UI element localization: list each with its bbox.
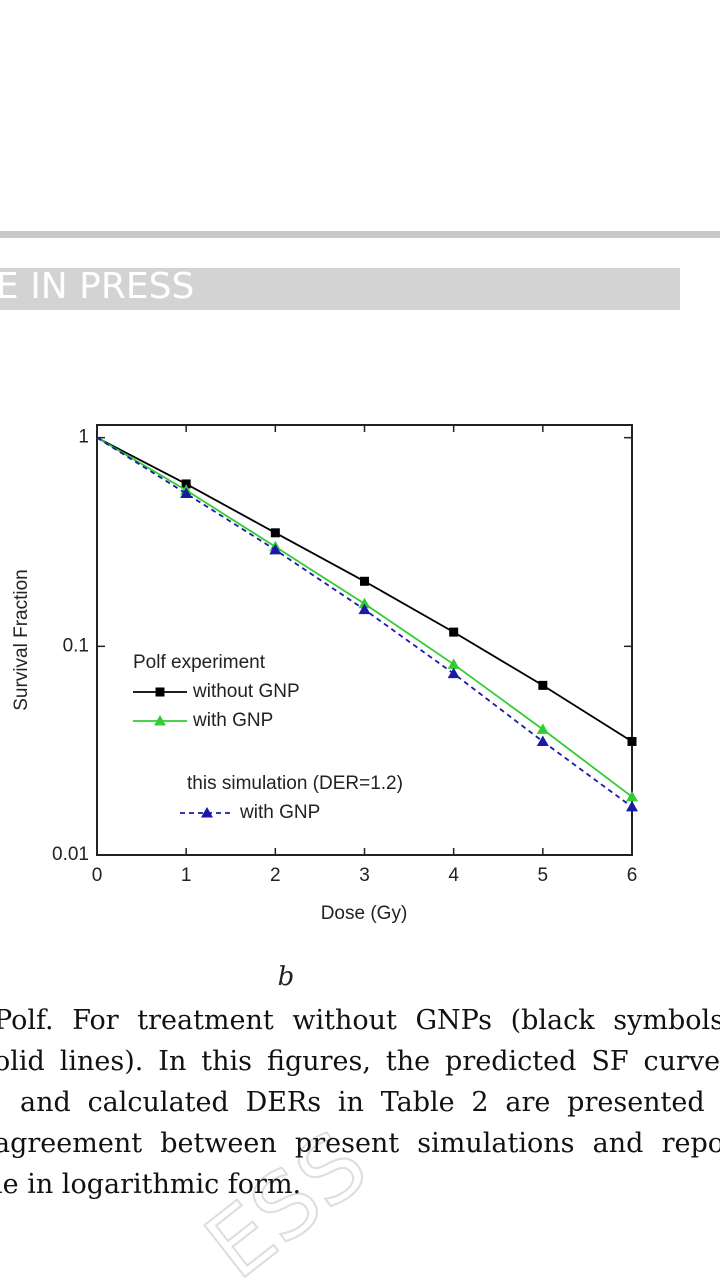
legend-label: without GNP: [192, 681, 300, 702]
series-line: [96, 436, 633, 743]
marker: [270, 528, 280, 538]
series-line: [96, 436, 633, 808]
marker: [358, 597, 371, 609]
legend-label: with GNP: [239, 802, 320, 823]
marker: [626, 790, 638, 802]
legend-label: with GNP: [192, 710, 273, 731]
marker: [536, 723, 549, 734]
y-tick-label: 0.01: [52, 844, 89, 865]
legend-heading: this simulation (DER=1.2): [187, 773, 403, 794]
paragraph-line: and calculated DERs in Table 2 are prese…: [20, 1087, 720, 1118]
paragraph-line: le in logarithmic form.: [0, 1169, 302, 1200]
marker: [269, 543, 282, 555]
marker: [536, 735, 549, 746]
legend-marker: [154, 715, 166, 726]
x-axis-label: Dose (Gy): [321, 903, 408, 924]
marker: [181, 479, 191, 489]
series-line: [96, 436, 633, 798]
legend-marker: [155, 687, 165, 697]
legend-marker: [201, 807, 213, 818]
x-tick-label: 5: [538, 865, 549, 886]
x-tick-label: 6: [627, 865, 638, 886]
y-axis-label: Survival Fraction: [11, 569, 32, 711]
marker: [449, 627, 459, 637]
marker: [358, 603, 371, 615]
marker: [626, 800, 638, 812]
caption-label: b: [278, 962, 295, 992]
marker: [360, 576, 369, 586]
legend-heading: Polf experiment: [133, 652, 266, 673]
marker: [538, 680, 548, 690]
marker: [180, 487, 193, 499]
marker: [447, 658, 460, 669]
banner: [0, 268, 680, 310]
y-tick-label: 1: [78, 427, 89, 448]
x-tick-label: 4: [448, 865, 459, 886]
banner-text: E IN PRESS: [0, 266, 195, 307]
marker: [627, 736, 637, 746]
rule: [0, 231, 720, 238]
paragraph-line: Polf. For treatment without GNPs (black …: [0, 1005, 720, 1036]
paragraph-line: agreement between present simulations an…: [0, 1128, 720, 1159]
y-tick-label: 0.1: [63, 635, 89, 656]
paragraph-line: olid lines). In this figures, the predic…: [0, 1046, 720, 1077]
x-tick-label: 2: [270, 865, 281, 886]
marker: [447, 667, 460, 679]
x-tick-label: 3: [359, 865, 370, 886]
x-tick-label: 0: [92, 865, 103, 886]
x-tick-label: 1: [181, 865, 192, 886]
